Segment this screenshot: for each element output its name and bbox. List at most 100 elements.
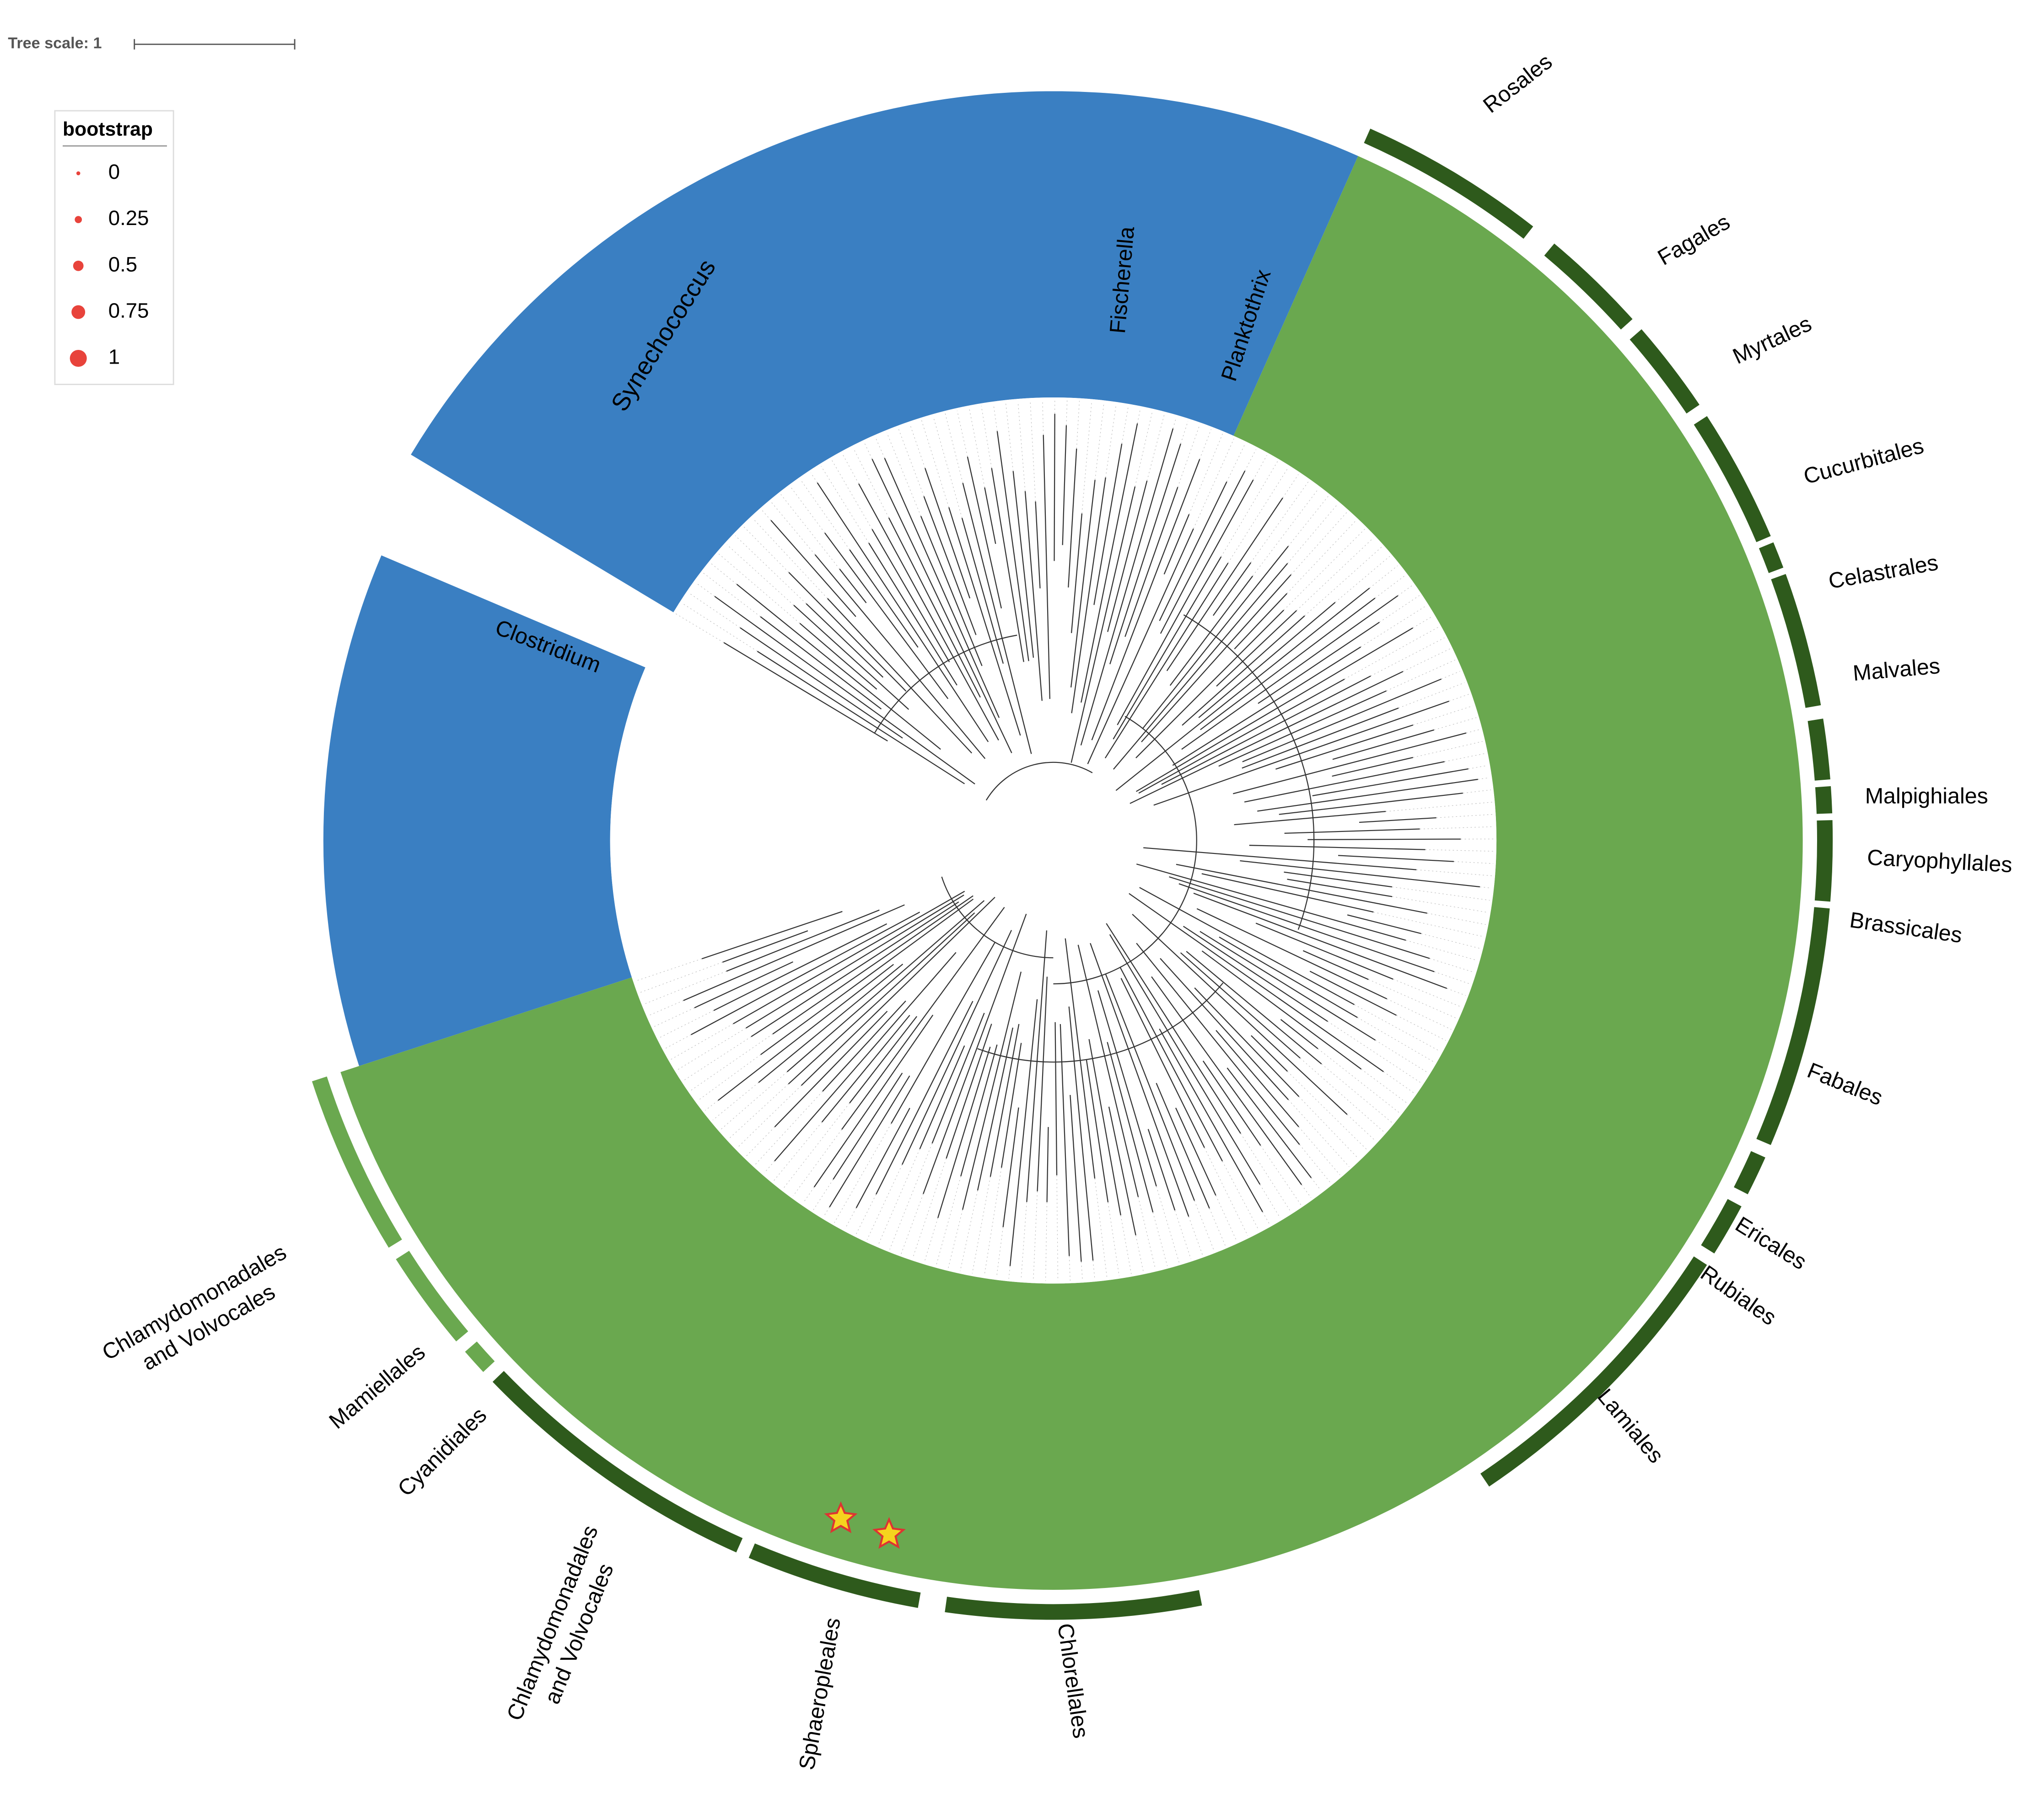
leader-line: [1017, 401, 1026, 491]
branch: [683, 904, 905, 1001]
branch: [740, 627, 903, 739]
branch: [1113, 563, 1288, 770]
branch: [948, 507, 1021, 736]
leader-line: [1301, 1184, 1312, 1198]
branch: [962, 971, 1022, 1210]
leader-line: [1335, 556, 1390, 603]
leader-line: [831, 460, 872, 530]
branch: [1115, 587, 1370, 791]
leader-line: [945, 413, 963, 483]
branch: [1000, 1043, 1022, 1168]
legend-label: 0: [108, 160, 120, 183]
branch: [1104, 563, 1229, 759]
branch: [1166, 497, 1283, 671]
leader-line: [1392, 886, 1490, 901]
leader-line: [1250, 481, 1309, 563]
order-label: Fabales: [1804, 1058, 1886, 1110]
leader-line: [878, 1148, 920, 1245]
branch: [1091, 459, 1200, 740]
branch: [1081, 423, 1138, 703]
branch: [1068, 1006, 1094, 1261]
branch: [931, 1013, 985, 1144]
branch: [924, 468, 971, 599]
order-band: [1759, 542, 1784, 574]
branch: [745, 894, 964, 1029]
branch: [694, 961, 793, 1008]
order-band: [1701, 1199, 1742, 1254]
branch: [1107, 1042, 1154, 1212]
branch: [713, 923, 888, 1011]
branch: [1249, 845, 1425, 850]
branch: [841, 907, 1005, 1130]
branch: [1178, 883, 1435, 972]
leader-line: [1288, 1100, 1350, 1167]
order-label: Ericales: [1731, 1212, 1811, 1275]
branch: [733, 890, 965, 1025]
legend-marker: [76, 171, 81, 176]
branch: [1026, 930, 1048, 1202]
leader-line: [755, 1091, 823, 1165]
branch: [1255, 923, 1393, 980]
branch: [1043, 434, 1050, 699]
order-label: Mamiellales: [324, 1340, 430, 1434]
leader-line: [1361, 606, 1426, 647]
branch: [1279, 792, 1463, 815]
branch: [1035, 501, 1041, 589]
order-band: [396, 1250, 468, 1341]
branch-arc: [1053, 716, 1197, 985]
order-band: [1734, 1151, 1765, 1195]
branch: [871, 459, 1012, 753]
leader-line: [1416, 869, 1493, 876]
branch-arc: [874, 634, 1017, 734]
branch: [1080, 428, 1174, 746]
leader-line: [1420, 826, 1494, 830]
leader-line: [1188, 1216, 1203, 1255]
rings: [312, 91, 1833, 1620]
branch: [1233, 732, 1467, 794]
branch: [1216, 610, 1297, 687]
order-band: [945, 1590, 1202, 1620]
branch: [1244, 761, 1445, 803]
branch: [1090, 943, 1189, 1217]
leader-line: [984, 1167, 1002, 1276]
branch: [1161, 676, 1371, 785]
branch: [1302, 950, 1369, 980]
leader-line: [993, 404, 998, 431]
branch: [1109, 443, 1181, 665]
leader-line: [1137, 408, 1141, 424]
branch: [1183, 926, 1328, 1022]
branch: [1194, 987, 1300, 1097]
leader-line: [1354, 1004, 1441, 1052]
branch: [793, 605, 909, 710]
leader-line: [842, 453, 859, 484]
branch: [1086, 1059, 1109, 1202]
leader-line: [901, 1194, 924, 1254]
order-band: [1807, 719, 1830, 781]
leader-line: [1386, 660, 1456, 692]
branch: [1212, 562, 1252, 616]
branch: [1070, 480, 1096, 688]
leader-line: [729, 1084, 789, 1139]
leader-line: [689, 592, 741, 628]
leader-line: [1463, 789, 1491, 794]
branch: [1169, 876, 1430, 959]
order-label: Myrtales: [1729, 311, 1815, 369]
leader-line: [969, 408, 985, 488]
leader-line: [721, 1071, 788, 1130]
branch: [827, 598, 972, 754]
leader-line: [1327, 1021, 1421, 1084]
leader-line: [703, 573, 761, 617]
branch: [1124, 487, 1178, 637]
leader-line: [1436, 814, 1493, 818]
branch: [718, 964, 894, 1101]
branch: [1332, 729, 1435, 760]
tree-scale: Tree scale: 1: [8, 34, 102, 52]
branch: [1287, 879, 1393, 897]
branch-arc: [977, 982, 1224, 1063]
branch: [690, 912, 920, 1035]
branch: [1108, 1106, 1136, 1235]
branch: [1284, 828, 1420, 834]
leader-line: [1066, 400, 1068, 425]
order-label: Cyanidiales: [393, 1403, 491, 1501]
